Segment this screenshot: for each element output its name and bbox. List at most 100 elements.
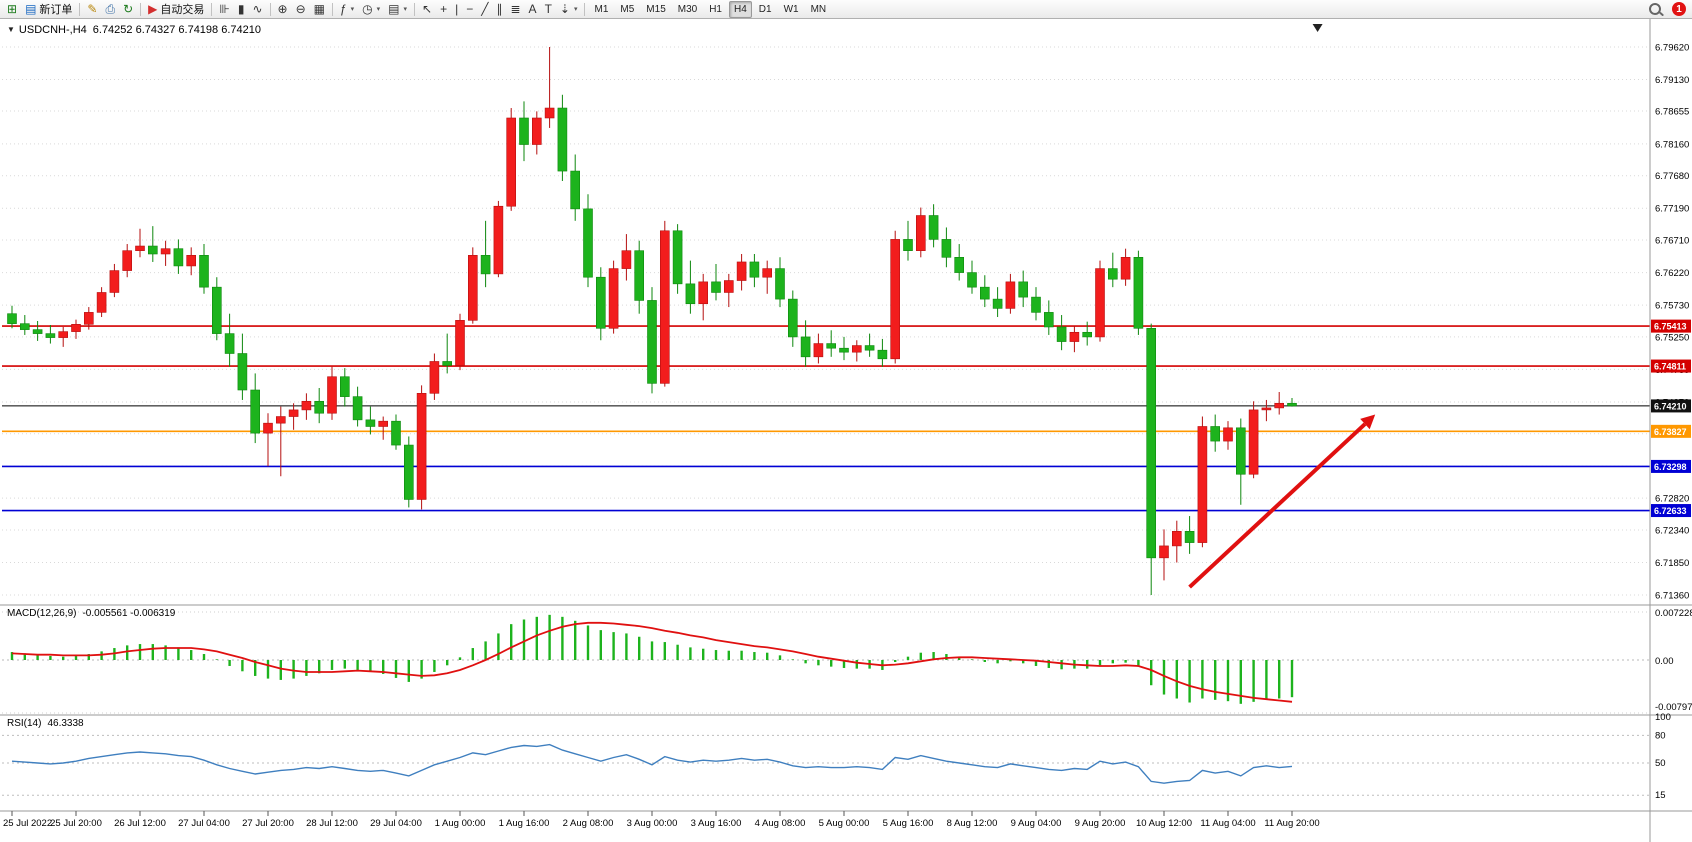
svg-text:2 Aug 08:00: 2 Aug 08:00 <box>563 818 614 829</box>
macd-indicator-label: MACD(12,26,9) -0.005561 -0.006319 <box>7 608 175 619</box>
cursor-icon: ↖ <box>422 1 433 16</box>
svg-text:-0.007979: -0.007979 <box>1655 702 1692 713</box>
svg-text:6.74811: 6.74811 <box>1654 362 1686 372</box>
text-label-tool-button[interactable]: T <box>541 0 556 19</box>
indicators-button[interactable]: ƒ ▾ <box>336 0 358 19</box>
svg-text:25 Jul 20:00: 25 Jul 20:00 <box>50 818 102 829</box>
search-button[interactable] <box>1643 0 1672 19</box>
auto-trading-button[interactable]: ▶ 自动交易 <box>144 0 208 19</box>
svg-text:26 Jul 12:00: 26 Jul 12:00 <box>114 818 166 829</box>
templates-button[interactable]: ▤ ▾ <box>384 0 411 19</box>
svg-text:11 Aug 04:00: 11 Aug 04:00 <box>1200 818 1255 829</box>
svg-text:5 Aug 00:00: 5 Aug 00:00 <box>819 818 870 829</box>
periods-dropdown-caret[interactable]: ▾ <box>376 6 381 13</box>
chart-shift-marker[interactable] <box>1312 24 1323 32</box>
notification-badge[interactable]: 1 <box>1672 2 1686 16</box>
timeframe-m5-button[interactable]: M5 <box>620 3 635 15</box>
timeframe-w1-button[interactable]: W1 <box>783 3 799 15</box>
fibonacci-tool-button[interactable]: ≣ <box>506 0 524 19</box>
timeframe-m1-button[interactable]: M1 <box>594 3 609 15</box>
zoom-in-button[interactable]: ⊕ <box>274 0 292 19</box>
indicators-dropdown-caret[interactable]: ▾ <box>350 6 355 13</box>
timeframe-d1-button[interactable]: D1 <box>758 3 772 15</box>
zoom-out-button[interactable]: ⊖ <box>292 0 310 19</box>
svg-text:25 Jul 2022: 25 Jul 2022 <box>3 818 52 829</box>
templates-icon: ▤ <box>388 1 400 16</box>
svg-text:6.72633: 6.72633 <box>1654 506 1687 516</box>
crosshair-button[interactable]: + <box>436 0 451 19</box>
main-toolbar: ⊞ ▤ 新订单 ✎ ⎙ ↻ ▶ 自动交易 ⊪ ▮ ∿ ⊕ ⊖ ▦ ƒ ▾ ◷ ▾ ▤ ▾ ↖ + | − ╱ ∥ ≣ A T ⇣ ▾ M1 M5… <box>0 0 1692 19</box>
zoom-in-icon: ⊕ <box>277 1 288 16</box>
ohlc-bars-chart-button[interactable]: ⊪ <box>215 0 233 19</box>
auto-trading-icon: ▶ <box>148 1 158 16</box>
channel-tool-button[interactable]: ∥ <box>492 0 506 19</box>
arrow-tools-button[interactable]: ⇣ ▾ <box>556 0 582 19</box>
ohlc-bars-chart-icon: ⊪ <box>219 1 230 16</box>
rsi-grid <box>2 734 1650 796</box>
indicators-icon: ƒ <box>339 1 347 16</box>
arrow-tools-dropdown-caret[interactable]: ▾ <box>573 6 578 13</box>
svg-text:6.77680: 6.77680 <box>1655 171 1689 182</box>
print-button[interactable]: ⎙ <box>101 0 119 19</box>
svg-text:6.72820: 6.72820 <box>1655 494 1689 505</box>
metaeditor-button[interactable]: ✎ <box>83 0 101 19</box>
vertical-line-tool-icon: | <box>455 1 459 16</box>
line-chart-button[interactable]: ∿ <box>248 0 266 19</box>
macd-histogram <box>10 614 1294 704</box>
rsi-axis[interactable]: 100 80 50 15 <box>1655 712 1671 801</box>
candlestick-chart-icon: ▮ <box>237 1 245 16</box>
candlestick-series <box>7 47 1297 595</box>
toolbar-separator <box>331 2 333 16</box>
search-icon <box>1649 3 1661 15</box>
horizontal-line-tool-icon: − <box>466 1 474 16</box>
channel-tool-icon: ∥ <box>496 1 503 16</box>
svg-text:27 Jul 04:00: 27 Jul 04:00 <box>178 818 230 829</box>
timeframe-h1-button[interactable]: H1 <box>709 3 722 15</box>
svg-text:6.74210: 6.74210 <box>1654 401 1687 411</box>
metaeditor-icon: ✎ <box>87 1 98 16</box>
tile-windows-icon: ▦ <box>313 1 325 16</box>
timeframe-m15-button[interactable]: M15 <box>646 3 666 15</box>
periods-button[interactable]: ◷ ▾ <box>358 0 384 19</box>
panel-frames <box>0 19 1692 842</box>
price-badge-6.74210 <box>1651 399 1691 413</box>
refresh-button[interactable]: ↻ <box>119 0 137 19</box>
chart-window[interactable]: 6.79620 6.79130 6.78655 6.78160 6.77680 6.771… <box>0 19 1692 842</box>
macd-grid <box>2 611 1650 714</box>
candlestick-chart-button[interactable]: ▮ <box>234 0 249 19</box>
trend-arrow[interactable] <box>1188 414 1376 589</box>
new-chart-button[interactable]: ⊞ <box>3 0 21 19</box>
tile-windows-button[interactable]: ▦ <box>310 0 329 19</box>
svg-text:11 Aug 20:00: 11 Aug 20:00 <box>1264 818 1319 829</box>
rsi-name: RSI(14) <box>7 718 42 729</box>
svg-text:9 Aug 04:00: 9 Aug 04:00 <box>1011 818 1062 829</box>
timeframe-m30-button[interactable]: M30 <box>677 3 698 15</box>
price-chart-canvas[interactable]: 6.79620 6.79130 6.78655 6.78160 6.77680 6.771… <box>0 19 1692 842</box>
cursor-button[interactable]: ↖ <box>418 0 436 19</box>
trendline-tool-button[interactable]: ╱ <box>477 0 492 19</box>
horizontal-level-lines[interactable] <box>2 325 1650 512</box>
templates-dropdown-caret[interactable]: ▾ <box>403 6 408 13</box>
toolbar-separator <box>269 2 271 16</box>
macd-axis[interactable]: 0.007228 0.00 -0.007979 <box>1655 608 1692 713</box>
ohlc-values: 6.74252 6.74327 6.74198 6.74210 <box>92 24 261 36</box>
auto-trading-label: 自动交易 <box>160 4 205 16</box>
window-menu-icon[interactable]: ▼ <box>7 25 15 34</box>
new-order-icon: ▤ <box>25 1 37 16</box>
text-tool-button[interactable]: A <box>525 0 541 19</box>
svg-text:27 Jul 20:00: 27 Jul 20:00 <box>242 818 294 829</box>
symbol-period-label: USDCNH-,H4 <box>18 24 87 36</box>
new-order-button[interactable]: ▤ 新订单 <box>21 0 76 19</box>
svg-text:1 Aug 16:00: 1 Aug 16:00 <box>499 818 550 829</box>
toolbar-separator <box>211 2 213 16</box>
svg-text:4 Aug 08:00: 4 Aug 08:00 <box>755 818 806 829</box>
timeframe-h4-button[interactable]: H4 <box>729 0 752 18</box>
price-badge-6.75413 <box>1651 319 1691 333</box>
price-axis-badges: 6.75413 6.74811 6.74210 6.73827 6.73298 6.726… <box>1651 319 1691 518</box>
svg-text:8 Aug 12:00: 8 Aug 12:00 <box>947 818 998 829</box>
svg-text:6.72340: 6.72340 <box>1655 525 1689 536</box>
timeframe-mn-button[interactable]: MN <box>810 3 827 15</box>
vertical-line-tool-button[interactable]: | <box>451 0 462 19</box>
horizontal-line-tool-button[interactable]: − <box>462 0 477 19</box>
